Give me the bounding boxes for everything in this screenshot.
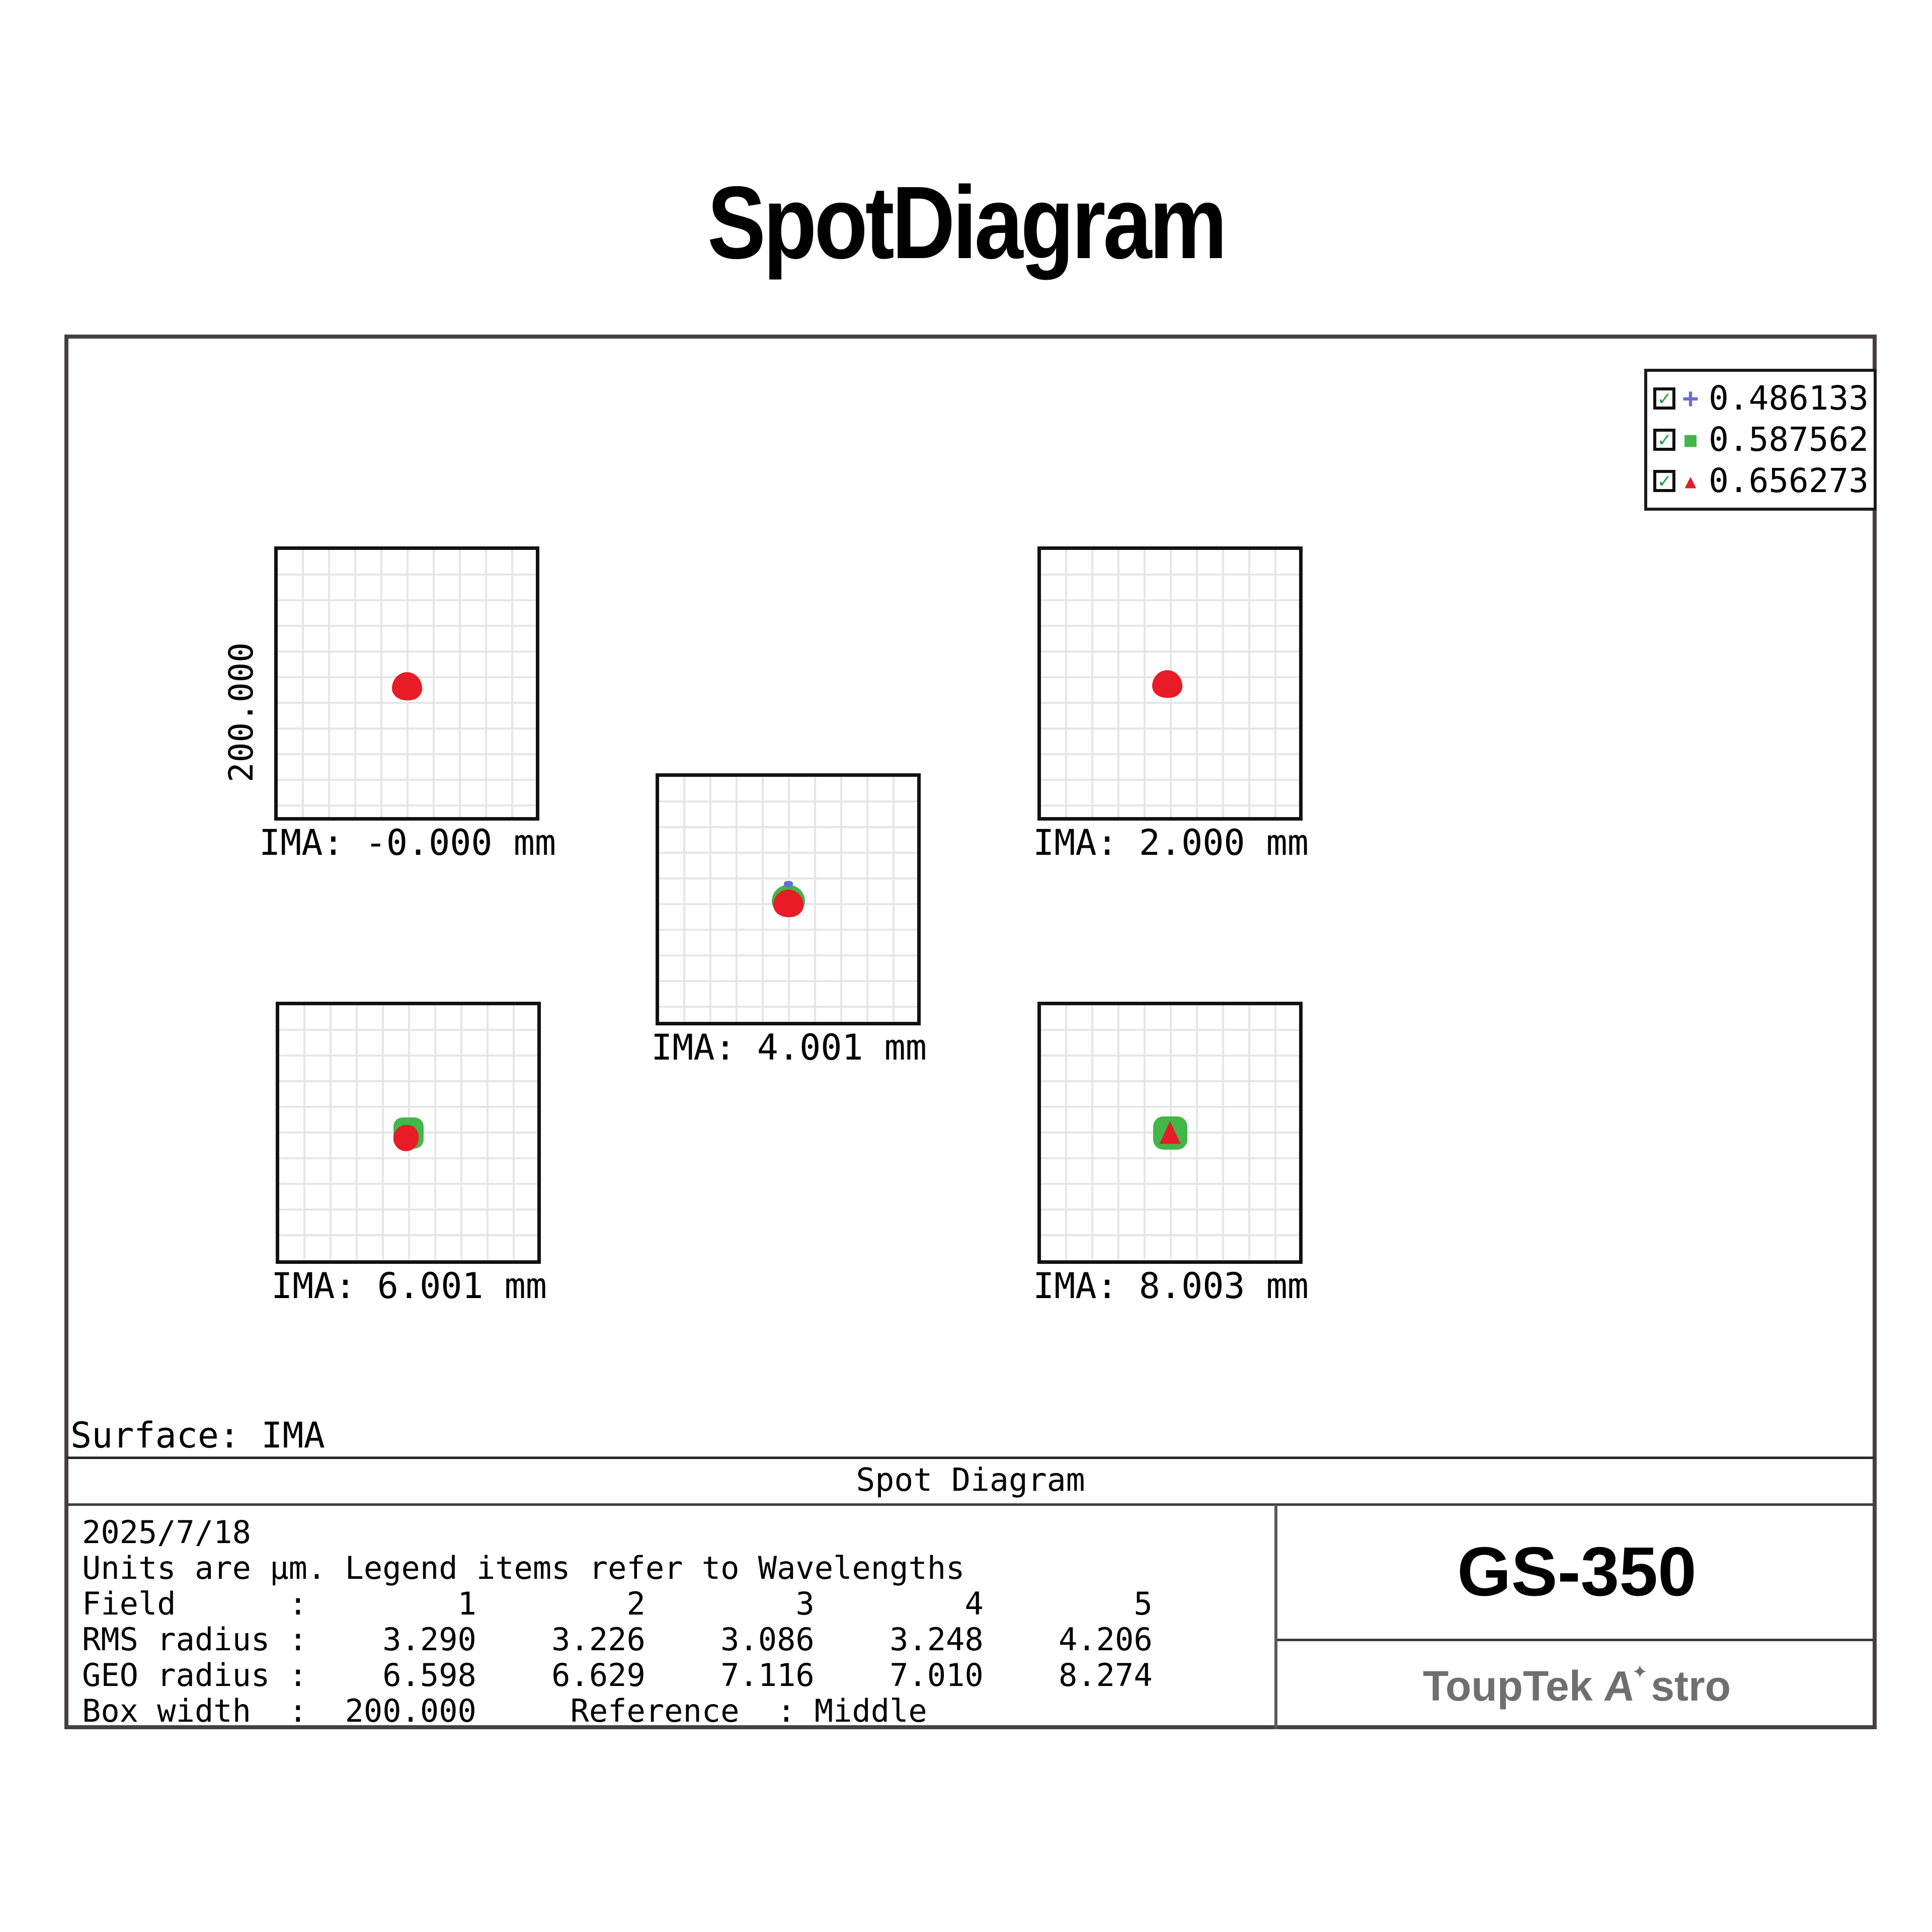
surface-label: Surface: IMA (70, 1415, 325, 1456)
spot-panel-field-4 (276, 1002, 541, 1264)
spot-panel-field-5 (1037, 1002, 1303, 1264)
y-axis-scale-label: 200.000 (222, 642, 261, 782)
spot-panel-field-3 (656, 773, 921, 1025)
star-icon: ✦ (1632, 1662, 1648, 1683)
plus-marker-icon: + (1682, 382, 1699, 414)
ima-position-label-4: IMA: 6.001 mm (271, 1265, 547, 1307)
legend-row-wavelength-3: ✓ ▲ 0.656273 (1653, 464, 1869, 498)
ima-position-label-5: IMA: 8.003 mm (1033, 1265, 1309, 1307)
plot-frame (64, 335, 1877, 1729)
legend-row-wavelength-2: ✓ ■ 0.587562 (1653, 423, 1869, 456)
square-marker-icon: ■ (1684, 428, 1697, 451)
brand-text-left: ToupTek (1422, 1662, 1604, 1710)
ima-position-label-2: IMA: 2.000 mm (1033, 822, 1309, 863)
brand-logo: ToupTek A✦stro (1277, 1662, 1876, 1710)
spot-blue-tip (783, 881, 793, 888)
table-units-note: Units are μm. Legend items refer to Wave… (82, 1550, 965, 1586)
divider-line (66, 1503, 1875, 1506)
legend-wavelength-label: 0.656273 (1709, 461, 1869, 500)
triangle-marker-icon: ▲ (1684, 470, 1697, 492)
wavelength-legend: ✓ + 0.486133 ✓ ■ 0.587562 ✓ ▲ 0.656273 (1644, 369, 1877, 511)
spot-panel-field-1 (274, 546, 539, 821)
spot-red-blob (391, 672, 422, 700)
ima-position-label-1: IMA: -0.000 mm (259, 822, 556, 863)
results-table: 2025/7/18 Units are μm. Legend items ref… (82, 1514, 1153, 1729)
legend-row-wavelength-1: ✓ + 0.486133 (1653, 382, 1869, 415)
page-title: SpotDiagram (707, 165, 1227, 280)
table-boxwidth-row: Box width : 200.000 Reference : Middle (82, 1693, 927, 1729)
checkbox-checked-icon[interactable]: ✓ (1653, 470, 1675, 492)
table-field-row: Field : 1 2 3 4 5 (82, 1585, 1153, 1622)
model-label: GS-350 (1457, 1533, 1697, 1611)
legend-wavelength-label: 0.587562 (1709, 420, 1869, 459)
table-geo-row: GEO radius : 6.598 6.629 7.116 7.010 8.2… (82, 1657, 1153, 1694)
table-date: 2025/7/18 (82, 1514, 251, 1551)
divider-line (1277, 1639, 1877, 1641)
brand-text-right: stro (1651, 1662, 1731, 1710)
checkbox-checked-icon[interactable]: ✓ (1653, 387, 1675, 410)
section-title: Spot Diagram (856, 1462, 1085, 1498)
checkbox-checked-icon[interactable]: ✓ (1653, 429, 1675, 451)
spot-red-blob (773, 890, 803, 918)
spot-red-blob (1152, 670, 1183, 698)
spot-red-blob (393, 1124, 419, 1151)
legend-wavelength-label: 0.486133 (1709, 379, 1869, 418)
vertical-divider (1274, 1505, 1277, 1729)
spot-panel-field-2 (1037, 546, 1303, 821)
ima-position-label-3: IMA: 4.001 mm (651, 1027, 927, 1068)
table-rms-row: RMS radius : 3.290 3.226 3.086 3.248 4.2… (82, 1621, 1153, 1658)
divider-line (66, 1457, 1875, 1459)
